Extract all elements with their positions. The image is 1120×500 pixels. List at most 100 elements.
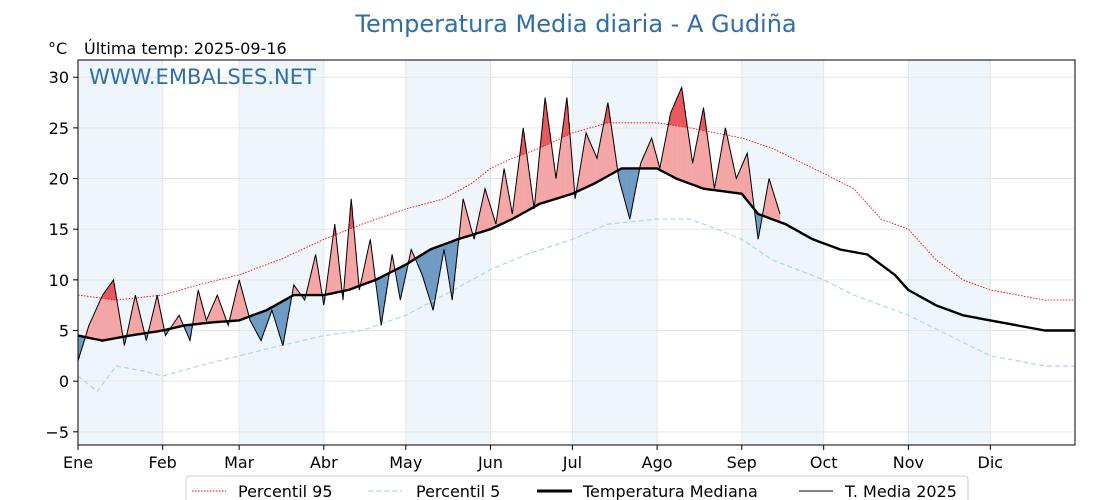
fill-above-p95 [540, 132, 543, 148]
fill-above-p95 [702, 111, 704, 131]
x-tick-label: Jul [562, 453, 582, 472]
fill-above-median [206, 318, 209, 323]
fill-above-median [749, 180, 752, 205]
fill-above-median [644, 152, 647, 169]
fill-above-median [296, 289, 299, 296]
fill-above-median [467, 216, 469, 237]
fill-above-p95 [351, 206, 353, 229]
fill-above-median [90, 320, 92, 339]
fill-above-median [295, 287, 297, 296]
fill-above-p95 [699, 125, 702, 130]
fill-above-median [587, 137, 590, 187]
fill-above-median [297, 291, 300, 296]
fill-above-median [520, 154, 523, 215]
fill-above-median [330, 249, 333, 294]
fill-above-median [336, 243, 338, 293]
fill-above-median [102, 298, 105, 341]
fill-above-median [317, 267, 319, 296]
legend-item-p95: Percentil 95 [192, 482, 333, 500]
fill-above-p95 [106, 288, 109, 299]
fill-above-median [602, 126, 605, 179]
fill-above-median [180, 320, 183, 327]
fill-above-median [743, 161, 745, 197]
fill-above-median [243, 297, 245, 319]
fill-below-median [254, 314, 256, 330]
fill-above-median [722, 139, 725, 192]
fill-above-median [558, 153, 561, 198]
fill-above-median [142, 326, 144, 334]
fill-above-median [195, 302, 198, 325]
fill-above-median [329, 259, 331, 294]
fill-above-median [584, 137, 587, 188]
fill-above-median [549, 143, 551, 201]
fill-above-median [91, 317, 94, 339]
fill-above-p95 [521, 133, 524, 155]
fill-above-median [557, 163, 560, 199]
fill-above-median [411, 251, 413, 261]
fill-below-median [422, 254, 424, 278]
fill-above-median [714, 184, 717, 191]
fill-above-median [732, 162, 734, 193]
fill-above-median [680, 126, 682, 181]
fill-above-p95 [520, 144, 523, 155]
month-band-ene [78, 60, 163, 445]
fill-below-median [322, 295, 325, 301]
fill-below-median [166, 329, 169, 333]
fill-below-median [636, 168, 639, 181]
fill-above-median [734, 175, 737, 193]
fill-above-median [239, 282, 241, 321]
fill-above-median [554, 173, 557, 200]
fill-above-median [211, 306, 214, 323]
fill-above-median [508, 195, 510, 221]
fill-above-median [747, 158, 749, 202]
y-tick-label: 30 [49, 68, 69, 87]
fill-below-median [189, 324, 192, 337]
fill-below-median [435, 247, 438, 292]
fill-below-median [438, 246, 441, 277]
fill-above-median [220, 304, 222, 322]
fill-above-p95 [113, 283, 116, 300]
fill-above-median [594, 153, 596, 184]
fill-above-median [174, 320, 177, 328]
fill-above-median [718, 162, 721, 191]
watermark: WWW.EMBALSES.NET [89, 65, 316, 89]
fill-above-median [655, 155, 658, 169]
legend-label-p5: Percentil 5 [416, 482, 500, 500]
fill-above-median [676, 125, 678, 179]
fill-above-median [101, 298, 103, 341]
fill-below-median [282, 300, 285, 342]
fill-above-median [564, 136, 566, 197]
fill-above-median [531, 193, 534, 209]
fill-above-median [583, 145, 585, 189]
fill-above-median [194, 311, 196, 325]
fill-above-median [106, 298, 109, 340]
fill-above-median [778, 211, 781, 222]
fill-above-median [469, 226, 472, 236]
fill-below-median [262, 311, 265, 335]
fill-above-median [153, 309, 155, 332]
fill-above-median [661, 157, 663, 171]
fill-above-p95 [524, 143, 527, 154]
fill-above-median [715, 177, 718, 191]
fill-above-median [497, 210, 499, 226]
fill-above-median [704, 130, 707, 189]
fill-above-median [547, 144, 550, 202]
fill-above-median [771, 189, 774, 220]
last-temp-label: Última temp: 2025-09-16 [84, 39, 287, 58]
y-tick-label: −5 [45, 423, 69, 442]
fill-above-median [691, 158, 693, 185]
fill-above-p95 [680, 88, 682, 127]
fill-above-median [538, 160, 540, 205]
fill-below-median [375, 279, 378, 288]
fill-above-p95 [543, 104, 546, 146]
fill-below-median [259, 312, 262, 340]
fill-above-median [711, 173, 714, 190]
fill-below-median [251, 315, 254, 325]
fill-below-median [403, 265, 405, 285]
fill-below-median [261, 312, 263, 339]
fill-above-median [368, 242, 371, 283]
series-lines [77, 85, 1075, 393]
fill-above-median [136, 303, 139, 335]
fill-above-median [158, 305, 161, 332]
fill-above-median [233, 299, 236, 321]
